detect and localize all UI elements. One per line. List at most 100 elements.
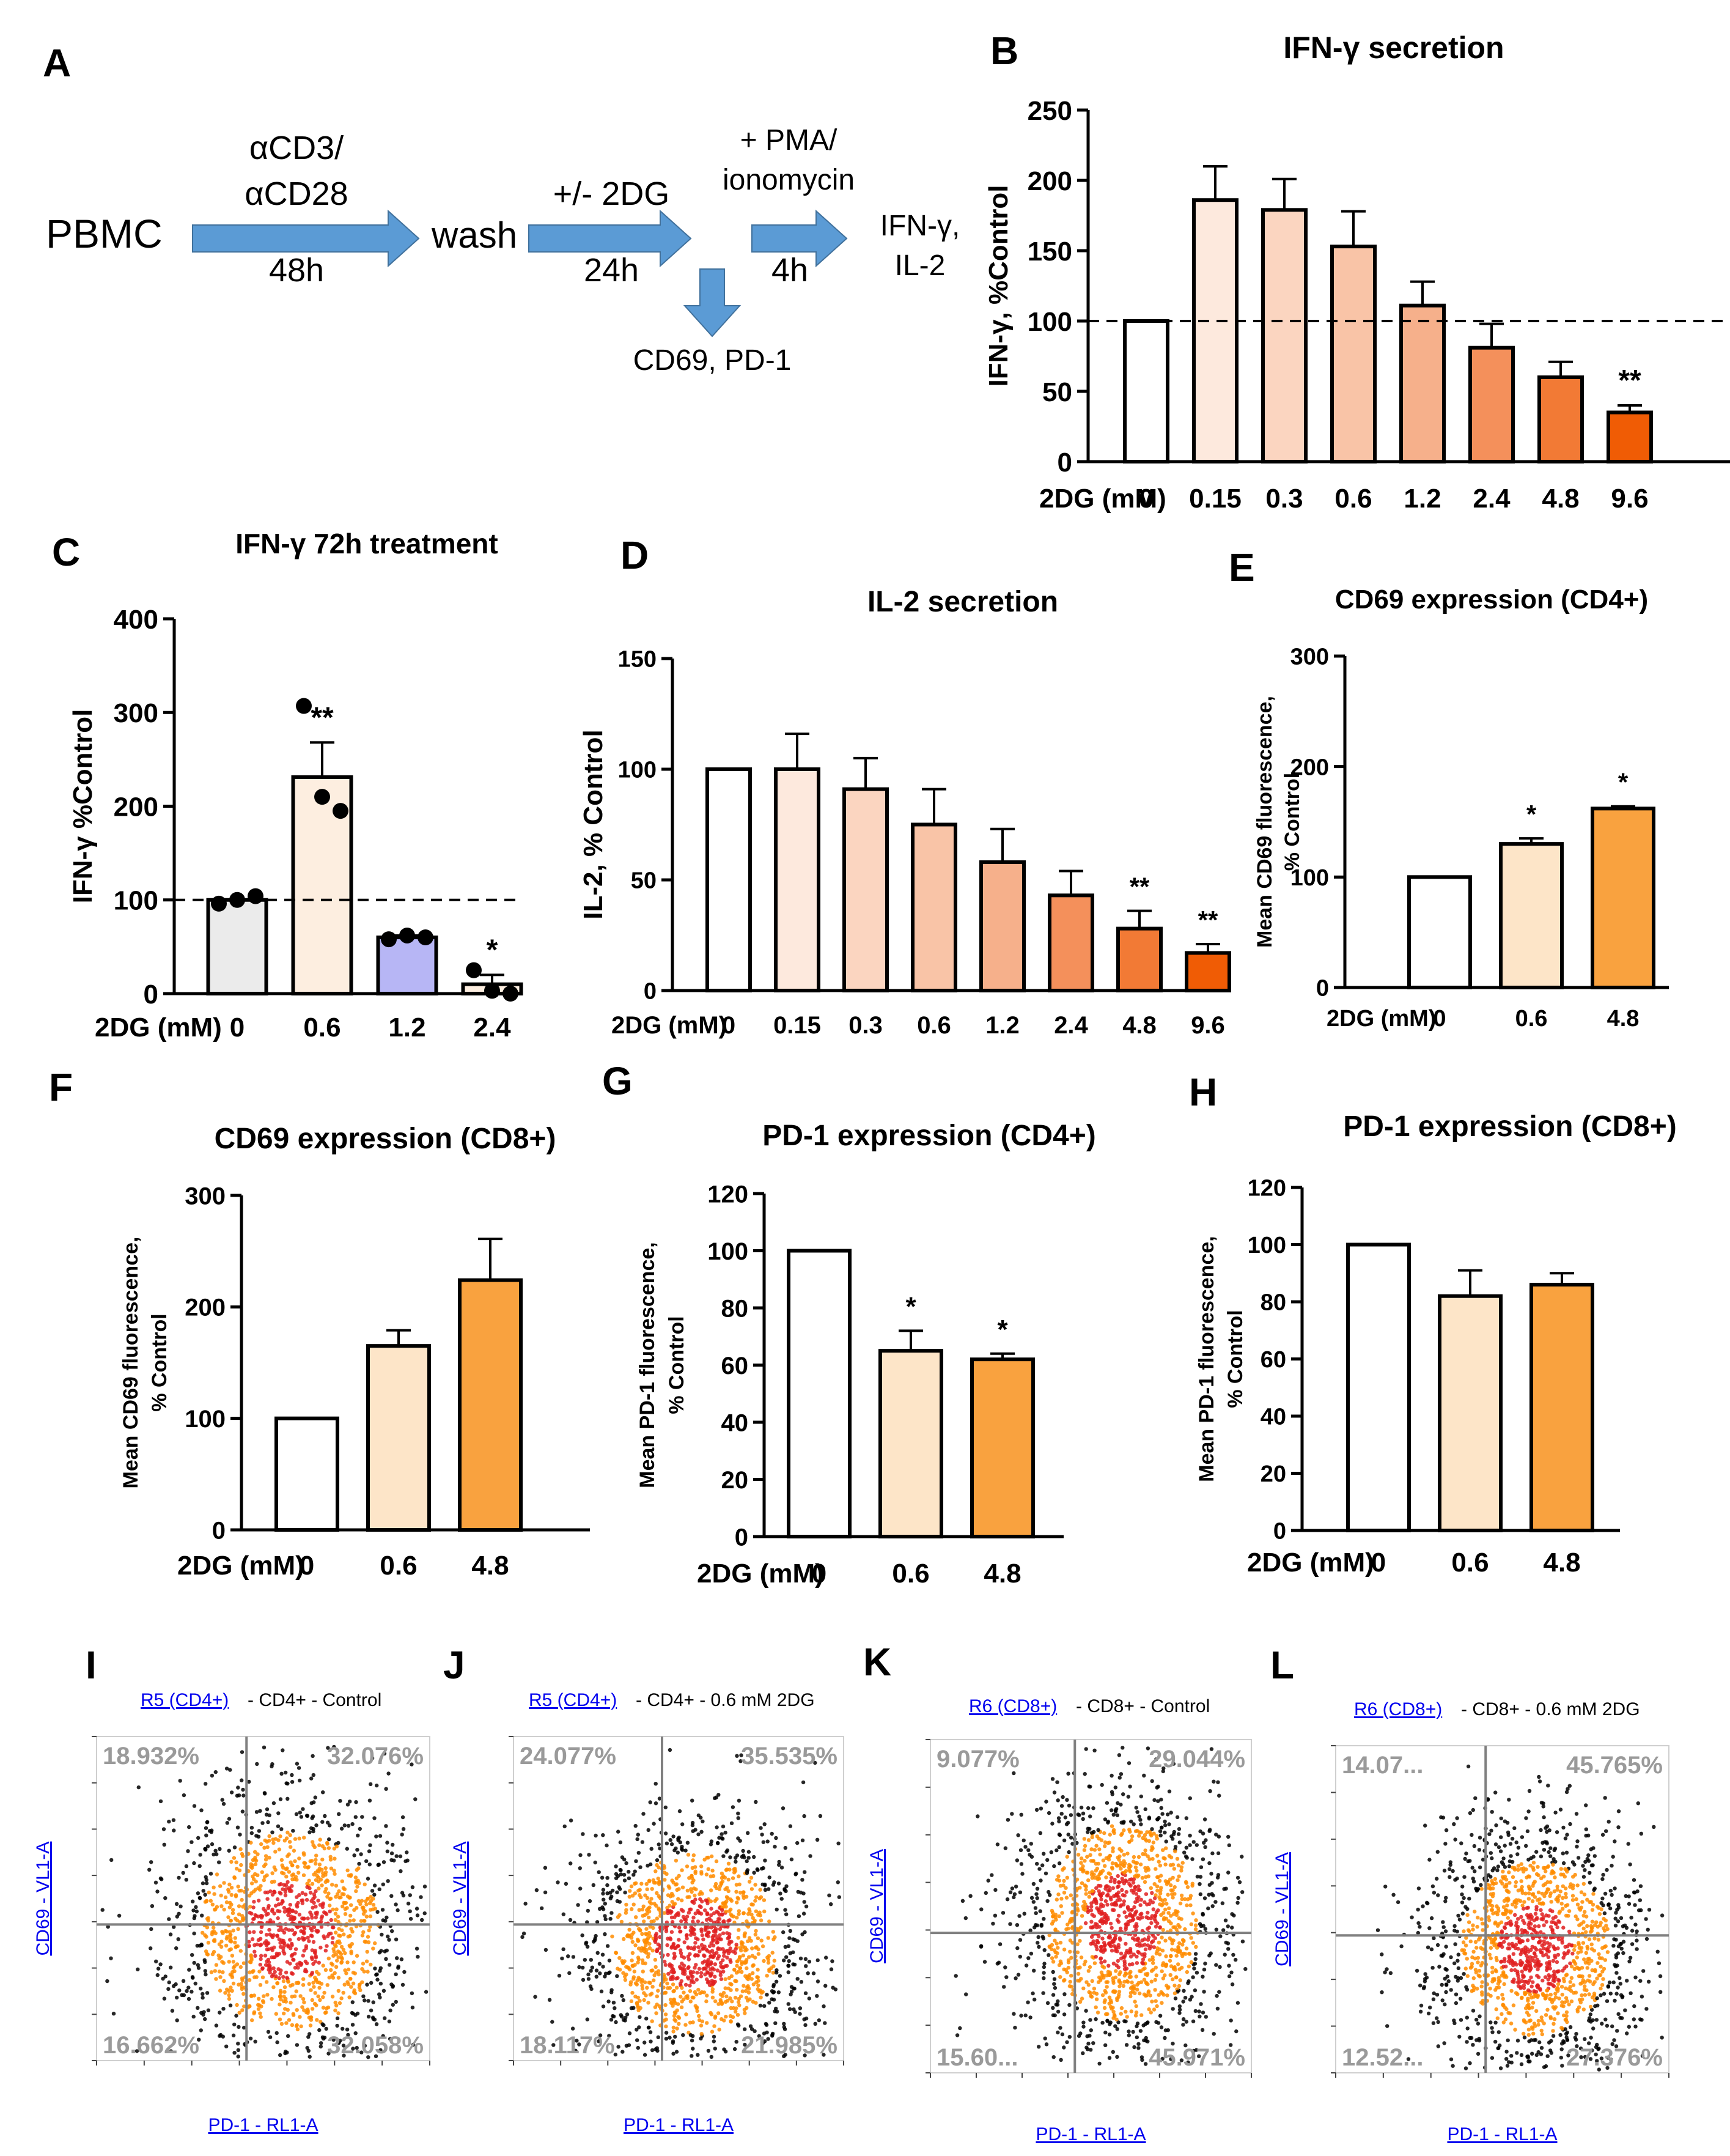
event-dot <box>1137 1830 1142 1834</box>
event-dot <box>1172 1867 1177 1871</box>
event-dot <box>203 2017 207 2021</box>
event-dot <box>221 2007 226 2011</box>
event-dot <box>758 1913 763 1918</box>
event-dot <box>696 1987 701 1992</box>
event-dot <box>738 1891 743 1895</box>
event-dot <box>1119 2012 1124 2016</box>
event-dot <box>1110 1824 1114 1828</box>
event-dot <box>672 1951 677 1956</box>
event-dot <box>609 1894 614 1899</box>
event-dot <box>389 1851 394 1856</box>
event-dot <box>1053 1950 1058 1955</box>
y-tick-label: 120 <box>1248 1176 1286 1202</box>
event-dot <box>1194 1918 1198 1922</box>
event-dot <box>380 1932 384 1937</box>
event-dot <box>1108 1896 1113 1900</box>
x-tick-label: 0.6 <box>1334 484 1372 514</box>
event-dot <box>1191 1941 1196 1945</box>
event-dot <box>1088 1814 1092 1818</box>
event-dot <box>272 1889 276 1894</box>
panel-label-d: D <box>620 533 649 577</box>
event-dot <box>364 1899 368 1903</box>
event-dot <box>777 1859 781 1864</box>
event-dot <box>1077 1979 1081 1983</box>
event-dot <box>1124 1966 1129 1971</box>
event-dot <box>336 1919 340 1924</box>
event-dot <box>325 1894 329 1899</box>
event-dot <box>1418 1924 1422 1929</box>
event-dot <box>212 1925 216 1930</box>
event-dot <box>589 1969 593 1973</box>
event-dot <box>1184 1816 1189 1820</box>
event-dot <box>202 1958 207 1962</box>
event-dot <box>752 1855 756 1859</box>
event-dot <box>691 2020 695 2025</box>
event-dot <box>1044 2042 1049 2047</box>
event-dot <box>1096 1874 1100 1878</box>
event-dot <box>621 1998 625 2003</box>
panel-label-l: L <box>1270 1643 1294 1687</box>
event-dot <box>282 2011 286 2016</box>
event-dot <box>1118 1970 1122 1974</box>
event-dot <box>636 1957 641 1962</box>
event-dot <box>686 1954 691 1958</box>
event-dot <box>678 1982 683 1986</box>
event-dot <box>253 1913 257 1918</box>
event-dot <box>348 1913 353 1918</box>
event-dot <box>721 1874 726 1878</box>
bar <box>1468 345 1515 464</box>
event-dot <box>759 1995 763 1999</box>
event-dot <box>1184 2020 1189 2024</box>
event-dot <box>1086 2042 1091 2046</box>
event-dot <box>253 1855 257 1860</box>
event-dot <box>367 1849 372 1853</box>
event-dot <box>699 1927 704 1932</box>
event-dot <box>109 1956 113 1960</box>
event-dot <box>1075 1902 1080 1907</box>
event-dot <box>726 1889 731 1893</box>
event-dot <box>791 1950 795 1955</box>
event-dot <box>1031 1881 1036 1886</box>
event-dot <box>1163 1823 1168 1828</box>
event-dot <box>651 1925 655 1930</box>
event-dot <box>240 1750 245 1754</box>
event-dot <box>256 1886 260 1891</box>
event-dot <box>1636 1801 1640 1806</box>
event-dot <box>979 1907 984 1911</box>
event-dot <box>1487 1952 1492 1957</box>
event-dot <box>654 2011 658 2015</box>
event-dot <box>1144 1915 1149 1919</box>
event-dot <box>1203 1927 1208 1931</box>
event-dot <box>408 1909 412 1913</box>
x-tick-label: 0.6 <box>1515 1006 1548 1032</box>
event-dot <box>1069 1893 1073 1897</box>
event-dot <box>784 1912 789 1916</box>
event-dot <box>1096 1861 1101 1866</box>
event-dot <box>361 1994 366 1998</box>
event-dot <box>658 1935 662 1940</box>
event-dot <box>674 1876 679 1881</box>
event-dot <box>566 1954 570 1958</box>
event-dot <box>1502 1940 1506 1944</box>
chart-title: PD-1 expression (CD4+) <box>762 1120 1096 1152</box>
event-dot <box>618 1840 623 1845</box>
event-dot <box>272 1945 276 1950</box>
event-dot <box>227 1817 232 1821</box>
event-dot <box>1191 1911 1195 1916</box>
event-dot <box>236 1785 240 1790</box>
event-dot <box>763 1858 767 1863</box>
event-dot <box>993 1913 998 1918</box>
event-dot <box>636 2008 641 2012</box>
event-dot <box>321 1874 325 1878</box>
event-dot <box>231 1929 235 1933</box>
event-dot <box>1564 1895 1568 1900</box>
event-dot <box>1028 1928 1032 1933</box>
event-dot <box>257 1829 262 1833</box>
event-dot <box>650 1985 655 1989</box>
event-dot <box>158 1876 163 1881</box>
event-dot <box>1113 1894 1118 1898</box>
event-dot <box>1149 1886 1154 1890</box>
event-dot <box>649 1862 653 1867</box>
event-dot <box>1127 1761 1132 1765</box>
